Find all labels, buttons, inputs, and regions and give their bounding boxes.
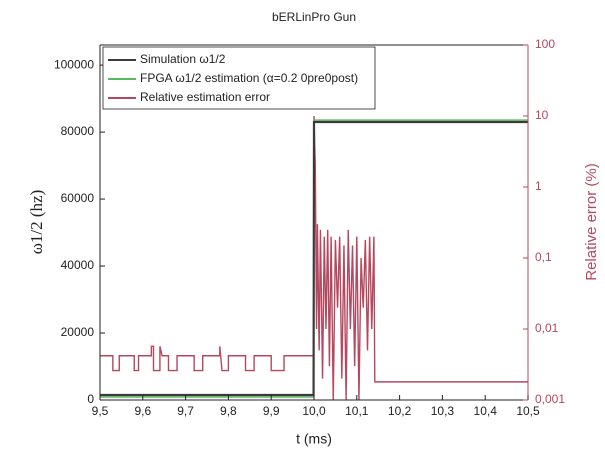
y2-tick-label: 1 [535, 179, 542, 193]
legend-label: Simulation ω1/2 [140, 52, 226, 66]
x-axis-label: t (ms) [296, 431, 332, 447]
x-tick-label: 9,8 [220, 404, 237, 418]
x-tick-label: 9,7 [177, 404, 194, 418]
series-line [100, 115, 528, 401]
x-tick-label: 9,5 [92, 404, 109, 418]
y-axis-label: ω1/2 (hz) [27, 190, 46, 255]
legend-box [102, 46, 376, 110]
y2-tick-label: 0,01 [535, 321, 559, 335]
x-tick-label: 10,0 [302, 404, 326, 418]
y2-tick-label: 0,1 [535, 250, 552, 264]
y-tick-label: 0 [87, 392, 94, 406]
x-tick-label: 9,6 [134, 404, 151, 418]
legend-label: FPGA ω1/2 estimation (α=0.2 0pre0post) [140, 71, 358, 85]
y-tick-label: 100000 [54, 57, 94, 71]
y2-tick-label: 0,001 [535, 392, 565, 406]
y2-tick-label: 10 [535, 108, 549, 122]
x-tick-label: 10,5 [516, 404, 540, 418]
chart-title: bERLinPro Gun [272, 10, 356, 24]
y-tick-label: 20000 [61, 325, 95, 339]
legend-label: Relative estimation error [140, 90, 270, 104]
x-tick-label: 10,3 [431, 404, 455, 418]
y-tick-label: 40000 [61, 258, 95, 272]
x-tick-label: 10,1 [345, 404, 369, 418]
x-tick-label: 9,9 [263, 404, 280, 418]
series-line [100, 120, 528, 397]
x-tick-label: 10,4 [474, 404, 498, 418]
x-tick-label: 10,2 [388, 404, 412, 418]
y2-axis-label: Relative error (%) [583, 163, 600, 281]
y-tick-label: 80000 [61, 124, 95, 138]
y-tick-label: 60000 [61, 191, 95, 205]
y2-tick-label: 100 [535, 37, 555, 51]
